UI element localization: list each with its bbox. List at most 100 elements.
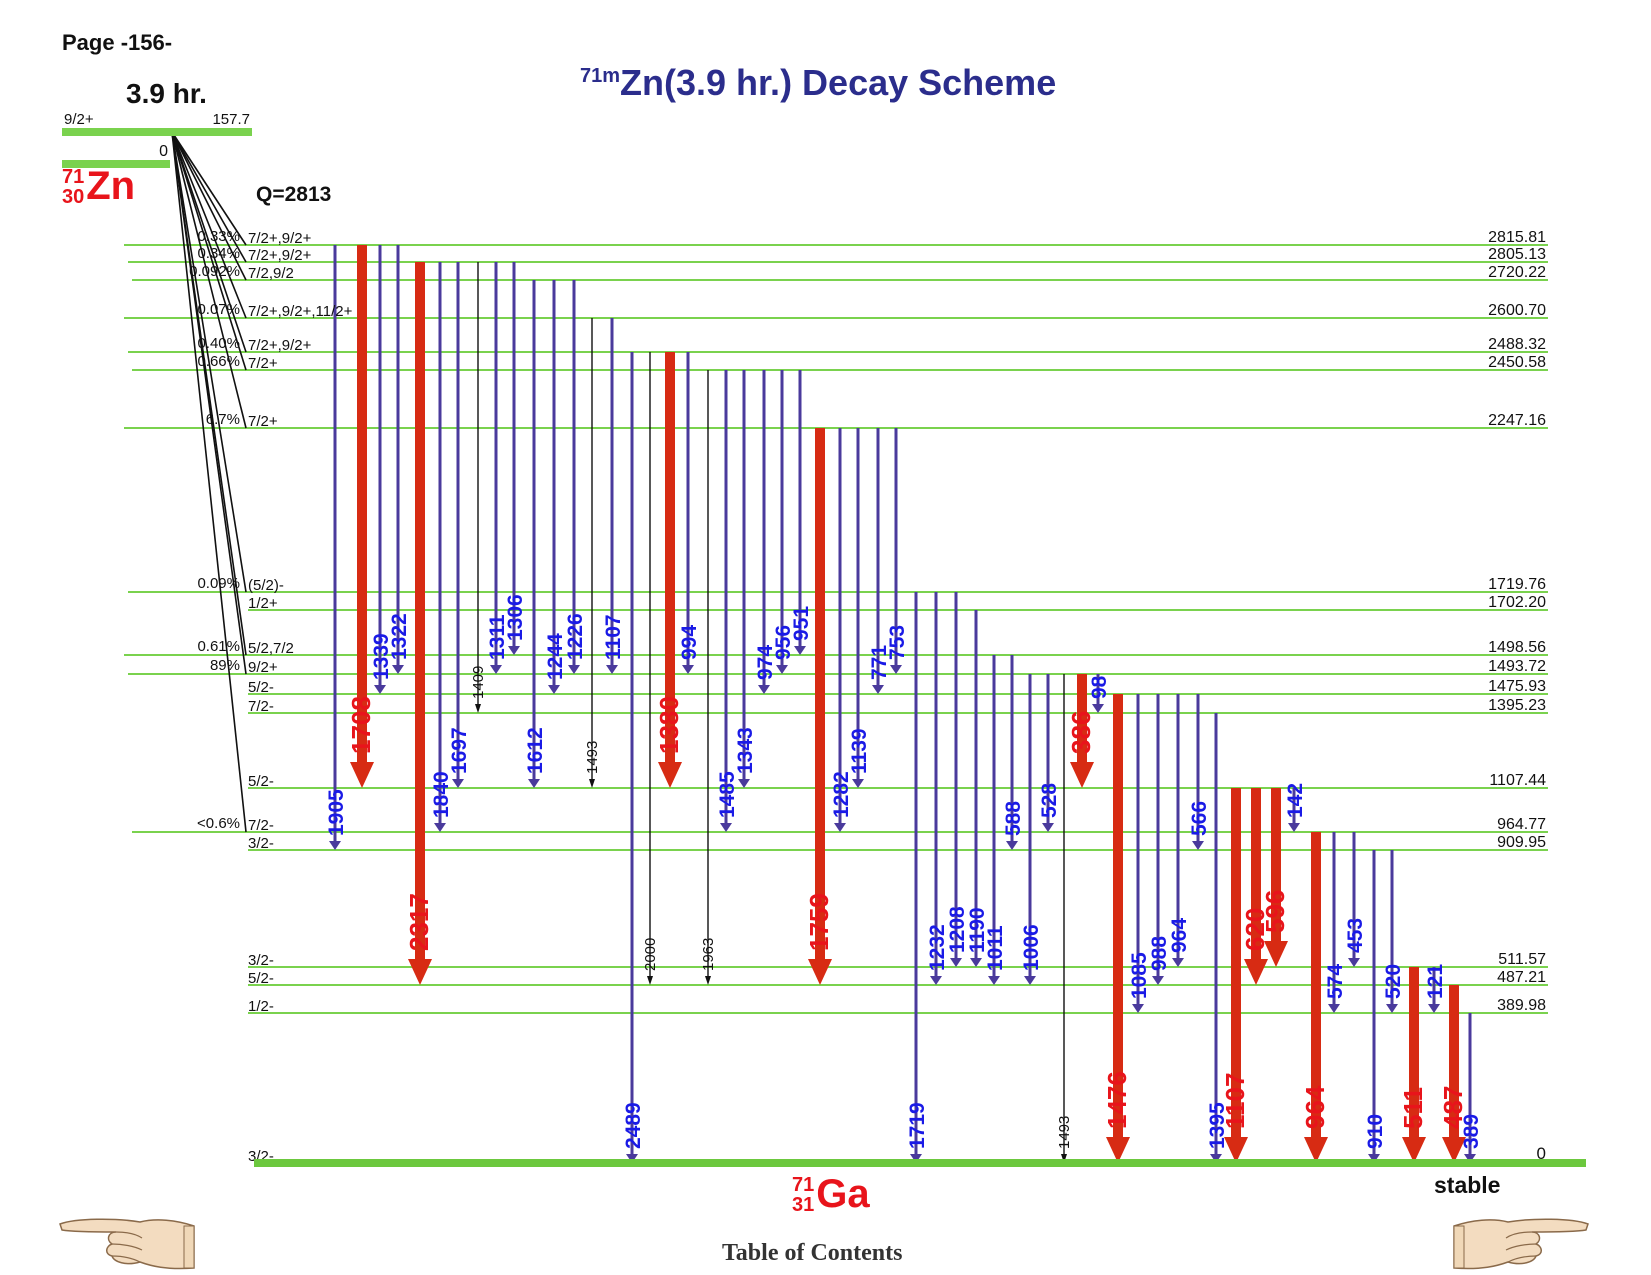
gamma-arrowhead: [738, 779, 750, 788]
level-spin: 7/2,9/2: [248, 265, 294, 282]
gamma-arrowhead: [626, 1154, 638, 1163]
gamma-strong-bar: [1311, 832, 1321, 1139]
beta-decay-line: [171, 131, 247, 593]
level-spin: 3/2-: [248, 952, 274, 969]
level-spin: 7/2-: [248, 698, 274, 715]
gamma-energy-label: 1085: [1128, 952, 1151, 999]
gamma-energy-label: 974: [754, 645, 777, 680]
level-energy: 1493.72: [1488, 658, 1546, 675]
level-spin: 7/2+: [248, 355, 278, 372]
gamma-arrowhead: [852, 779, 864, 788]
gamma-strong-bar: [665, 352, 675, 764]
gamma-energy-label: 1759: [804, 893, 834, 951]
beta-decay-line: [171, 131, 247, 353]
gamma-arrowhead: [890, 665, 902, 674]
stable-label: stable: [1434, 1172, 1501, 1198]
gamma-arrowhead: [434, 823, 446, 832]
gamma-energy-label: 1485: [716, 771, 739, 818]
parent-z: 30: [62, 185, 85, 208]
gamma-arrowhead: [452, 779, 464, 788]
gamma-energy-label: 1476: [1102, 1071, 1132, 1129]
gamma-energy-label: 1208: [946, 906, 969, 953]
title-superscript: 71m: [580, 65, 621, 87]
gamma-arrowhead: [1428, 1004, 1440, 1013]
gamma-strong-bar: [1231, 788, 1241, 1139]
beta-decay-line: [171, 131, 247, 319]
gamma-energy-label: 910: [1364, 1114, 1387, 1149]
parent-symbol: Zn: [86, 164, 136, 208]
table-of-contents-link[interactable]: Table of Contents: [722, 1240, 903, 1266]
gamma-arrowhead: [647, 976, 653, 985]
gamma-energy-label: 98: [1088, 675, 1111, 699]
gamma-strong-arrowhead: [1304, 1137, 1328, 1163]
level-spin: 1/2+: [248, 595, 278, 612]
gamma-energy-label: 389: [1460, 1114, 1483, 1149]
gamma-energy-label: 964: [1168, 918, 1191, 953]
gamma-arrowhead: [682, 665, 694, 674]
gamma-arrowhead: [1348, 958, 1360, 967]
previous-page-hand-icon[interactable]: [56, 1210, 196, 1272]
beta-decay-line: [171, 131, 247, 263]
parent-mass: 71: [62, 165, 85, 188]
diagram-title: 71mZn(3.9 hr.) Decay Scheme: [580, 62, 1056, 104]
gamma-arrowhead: [589, 779, 595, 788]
gamma-arrowhead: [508, 646, 520, 655]
daughter-z: 31: [792, 1193, 815, 1216]
gamma-energy-label: 1282: [830, 771, 853, 818]
gamma-arrowhead: [1368, 1154, 1380, 1163]
gamma-energy-label: 386: [1066, 711, 1096, 754]
gamma-energy-label: 1306: [504, 594, 527, 641]
level-spin: 7/2-: [248, 817, 274, 834]
next-page-hand-icon[interactable]: [1452, 1210, 1592, 1272]
gamma-energy-label: 1697: [448, 727, 471, 774]
gamma-arrowhead: [910, 1154, 922, 1163]
gamma-energy-label: 1708: [346, 696, 376, 754]
beta-decay-line: [171, 131, 247, 371]
gamma-energy-label: 994: [678, 625, 701, 660]
gamma-energy-label: 1395: [1206, 1102, 1229, 1149]
page-label: Page -156-: [62, 30, 173, 55]
beta-branch: 0.61%: [197, 638, 240, 655]
level-energy: 2815.81: [1488, 229, 1546, 246]
level-energy: 487.21: [1497, 969, 1546, 986]
gamma-strong-bar: [357, 245, 367, 764]
parent-ground-energy: 0: [159, 143, 168, 160]
gamma-arrowhead: [1464, 1154, 1476, 1163]
gamma-arrowhead: [490, 665, 502, 674]
beta-branch: 89%: [210, 657, 240, 674]
level-lines: [248, 244, 1548, 1014]
gamma-strong-bar: [1449, 985, 1459, 1139]
gamma-arrowhead: [1152, 976, 1164, 985]
daughter-mass: 71: [792, 1173, 815, 1196]
level-energy: 1702.20: [1488, 594, 1546, 611]
beta-decay-line: [171, 131, 247, 429]
gamma-arrowhead: [1288, 823, 1300, 832]
level-energy: 0: [1537, 1144, 1546, 1163]
level-spin: 7/2+,9/2+,11/2+: [248, 303, 353, 320]
level-energy: 2247.16: [1488, 412, 1546, 429]
gamma-arrowhead: [1061, 1154, 1067, 1163]
gamma-strong-arrowhead: [1442, 1137, 1466, 1163]
gamma-arrowhead: [1386, 1004, 1398, 1013]
gamma-energy-label: 1232: [926, 924, 949, 971]
level-labels: 2815.81 7/2+,9/2+ 0.33% 2805.13 7/2+,9/2+ 0.3…: [189, 228, 1546, 1165]
gamma-strong-arrowhead: [350, 762, 374, 788]
gamma-arrowhead: [548, 685, 560, 694]
parent-nucleus-label: 71 30Zn: [62, 164, 135, 209]
level-spin: 1/2-: [248, 998, 274, 1015]
title-main: Zn(3.9 hr.) Decay Scheme: [620, 62, 1057, 103]
gamma-energy-label: 1107: [1220, 1073, 1250, 1129]
gamma-arrowhead: [329, 841, 341, 850]
level-spin: 7/2+,9/2+: [248, 247, 312, 264]
gamma-energy-label: 596: [1260, 890, 1290, 933]
gamma-arrowhead: [950, 958, 962, 967]
level-energy: 511.57: [1498, 951, 1546, 968]
gamma-strong-arrowhead: [658, 762, 682, 788]
gamma-strong-arrowhead: [1264, 941, 1288, 967]
gamma-strong-bar: [1251, 788, 1261, 961]
gamma-arrowhead: [794, 646, 806, 655]
gamma-arrowhead: [1328, 1004, 1340, 1013]
gamma-energy-label: 1244: [544, 633, 567, 680]
gamma-energy-label: 1840: [430, 771, 453, 818]
